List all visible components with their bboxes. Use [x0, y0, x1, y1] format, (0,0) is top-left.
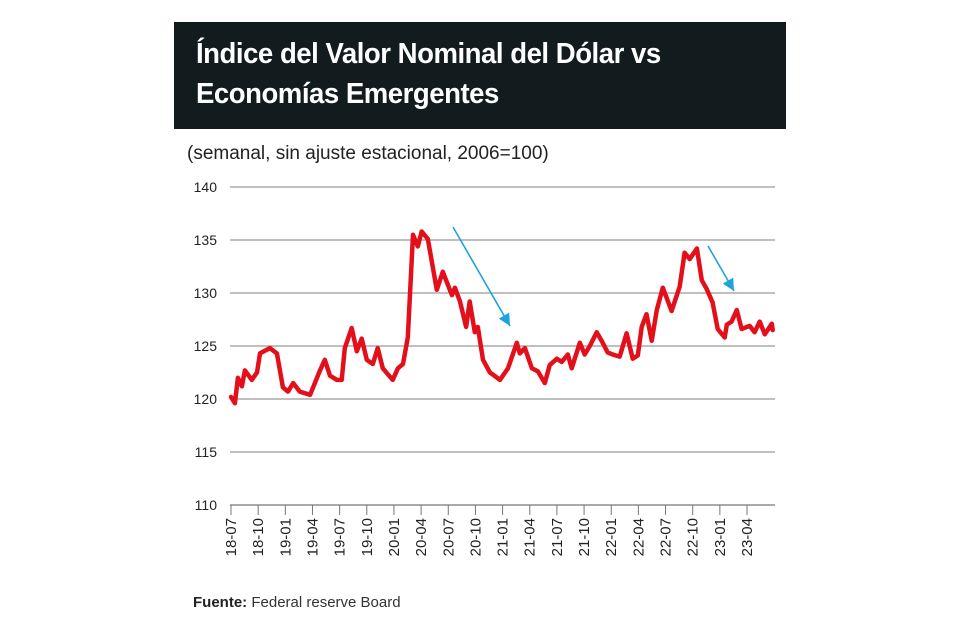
x-tick-label: 22-04 — [630, 518, 647, 556]
source-note: Fuente: Federal reserve Board — [193, 594, 401, 611]
x-tick-label: 19-10 — [359, 518, 376, 556]
x-tick-label: 18-10 — [250, 518, 267, 556]
annotation-arrow-line — [452, 226, 511, 327]
x-tick-label: 19-07 — [332, 518, 349, 556]
x-tick-label: 22-01 — [603, 518, 620, 556]
x-tick-label: 20-10 — [467, 518, 484, 556]
chart-subtitle: (semanal, sin ajuste estacional, 2006=10… — [187, 143, 549, 164]
source-text: Federal reserve Board — [251, 594, 401, 611]
y-tick-label: 125 — [194, 338, 218, 354]
y-tick-label: 115 — [195, 444, 218, 460]
x-tick-label: 22-07 — [658, 518, 675, 556]
x-tick-label: 19-04 — [304, 518, 321, 556]
x-tick-label: 19-01 — [277, 518, 294, 556]
arrow-head-icon — [498, 312, 510, 326]
x-tick-label: 21-01 — [495, 518, 512, 556]
x-tick-label: 20-07 — [440, 518, 457, 556]
x-tick-label: 22-10 — [685, 518, 702, 556]
chart-title: Índice del Valor Nominal del Dólar vs Ec… — [196, 38, 661, 110]
x-tick-label: 23-01 — [712, 518, 729, 556]
y-tick-label: 130 — [194, 285, 218, 301]
y-tick-label: 140 — [194, 179, 218, 195]
title-box: Índice del Valor Nominal del Dólar vs Ec… — [174, 22, 786, 129]
x-tick-label: 20-04 — [413, 518, 430, 556]
x-tick-label: 21-04 — [522, 518, 539, 556]
source-label: Fuente: — [193, 594, 248, 611]
x-tick-label: 20-01 — [386, 518, 403, 556]
x-tick-label: 23-04 — [739, 518, 756, 556]
y-tick-label: 110 — [195, 497, 218, 513]
arrow-head-icon — [722, 277, 734, 291]
x-tick-label: 21-07 — [549, 518, 566, 556]
y-tick-label: 120 — [194, 391, 218, 407]
x-tick-label: 18-07 — [223, 518, 240, 556]
y-tick-label: 135 — [194, 232, 218, 248]
x-tick-label: 21-10 — [576, 518, 593, 556]
